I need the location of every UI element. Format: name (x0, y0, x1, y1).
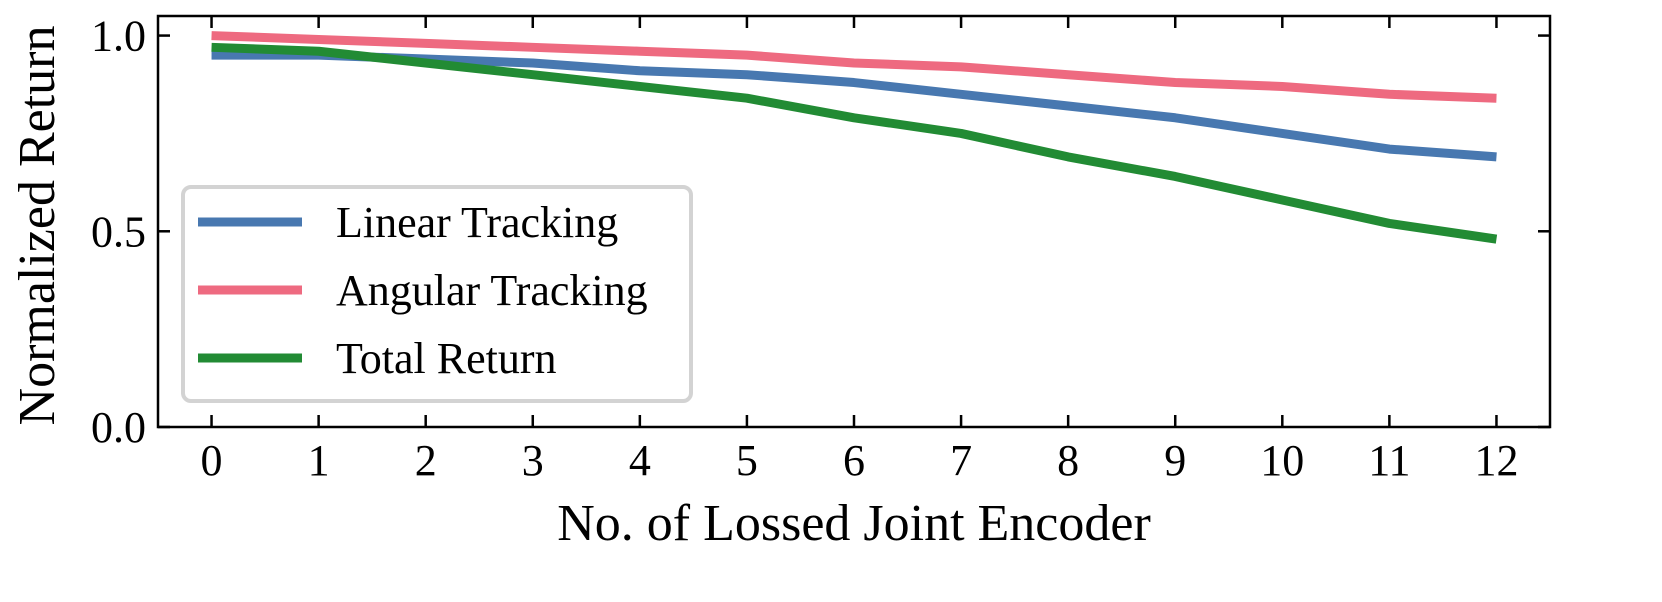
x-tick-label: 8 (1057, 436, 1079, 485)
x-tick-label: 3 (522, 436, 544, 485)
x-tick-label: 7 (950, 436, 972, 485)
legend-box (181, 185, 693, 403)
y-axis-label: Normalized Return (9, 26, 66, 426)
x-tick-label: 9 (1164, 436, 1186, 485)
x-tick-label: 5 (736, 436, 758, 485)
x-tick-label: 1 (308, 436, 330, 485)
x-tick-label: 4 (629, 436, 651, 485)
legend-label: Total Return (336, 334, 557, 383)
x-tick-label: 0 (201, 436, 223, 485)
y-tick-label: 1.0 (91, 12, 146, 61)
legend: Linear Tracking Angular Tracking Total Ret… (181, 185, 693, 403)
y-tick-label: 0.5 (91, 207, 146, 256)
series-line-angular-tracking (211, 31, 1497, 103)
legend-label: Linear Tracking (336, 198, 618, 247)
series-layer (211, 31, 1498, 244)
series-line-linear-tracking (211, 50, 1497, 162)
x-tick-label: 10 (1260, 436, 1304, 485)
y-axis-ticks: 0.0 0.5 1.0 (91, 12, 1550, 452)
x-axis-ticks: 0 1 2 3 4 5 6 7 8 9 10 11 12 (201, 16, 1518, 485)
y-tick-label: 0.0 (91, 403, 146, 452)
x-axis-label: No. of Lossed Joint Encoder (557, 495, 1151, 552)
x-tick-label: 12 (1474, 436, 1518, 485)
legend-label: Angular Tracking (336, 266, 648, 315)
x-tick-label: 11 (1368, 436, 1410, 485)
x-tick-label: 2 (415, 436, 437, 485)
series-line-total-return (211, 42, 1498, 244)
x-tick-label: 6 (843, 436, 865, 485)
